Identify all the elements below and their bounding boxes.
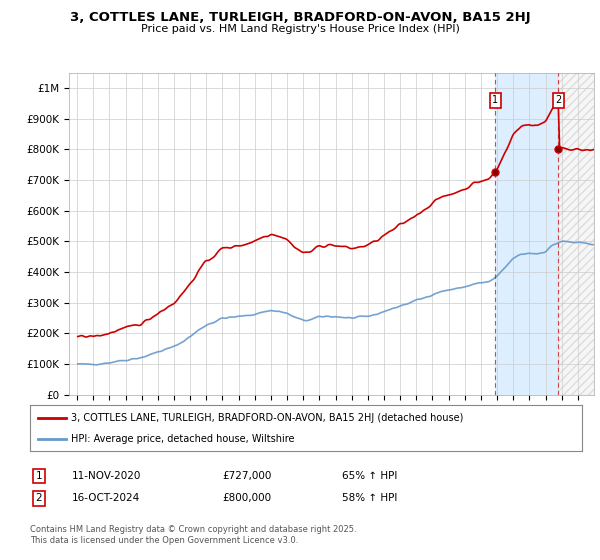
Text: £800,000: £800,000 — [222, 493, 271, 503]
Text: 2: 2 — [555, 95, 562, 105]
Bar — [559, 73, 600, 395]
Text: Price paid vs. HM Land Registry's House Price Index (HPI): Price paid vs. HM Land Registry's House … — [140, 24, 460, 34]
Text: 65% ↑ HPI: 65% ↑ HPI — [342, 471, 397, 481]
Text: 3, COTTLES LANE, TURLEIGH, BRADFORD-ON-AVON, BA15 2HJ: 3, COTTLES LANE, TURLEIGH, BRADFORD-ON-A… — [70, 11, 530, 24]
Text: £727,000: £727,000 — [222, 471, 271, 481]
Text: 3, COTTLES LANE, TURLEIGH, BRADFORD-ON-AVON, BA15 2HJ (detached house): 3, COTTLES LANE, TURLEIGH, BRADFORD-ON-A… — [71, 413, 464, 423]
Text: 16-OCT-2024: 16-OCT-2024 — [72, 493, 140, 503]
Text: HPI: Average price, detached house, Wiltshire: HPI: Average price, detached house, Wilt… — [71, 435, 295, 444]
Text: 1: 1 — [492, 95, 498, 105]
Text: 1: 1 — [35, 471, 43, 481]
Bar — [495, 73, 559, 395]
Text: 2: 2 — [35, 493, 43, 503]
Text: Contains HM Land Registry data © Crown copyright and database right 2025.
This d: Contains HM Land Registry data © Crown c… — [30, 525, 356, 545]
Text: 11-NOV-2020: 11-NOV-2020 — [72, 471, 142, 481]
Text: 58% ↑ HPI: 58% ↑ HPI — [342, 493, 397, 503]
